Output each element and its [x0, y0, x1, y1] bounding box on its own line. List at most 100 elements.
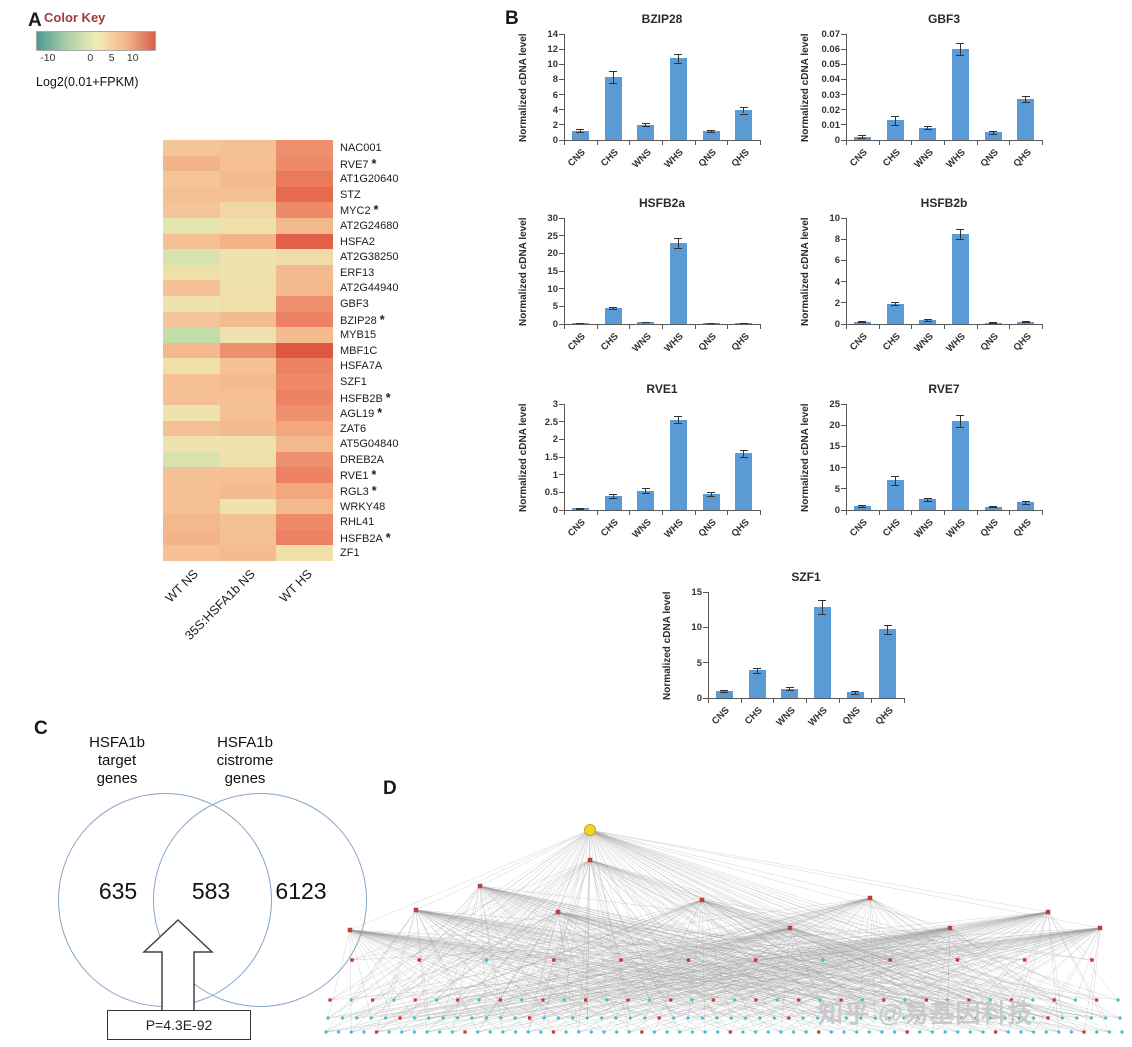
network-edge [949, 927, 991, 1019]
y-tick-mark [703, 697, 708, 699]
y-tick-mark [559, 438, 564, 440]
error-bar-cap [707, 322, 715, 324]
network-edge [356, 897, 871, 1019]
network-edge [349, 929, 522, 1001]
x-tick-mark [629, 140, 631, 145]
gene-name: MYB15 [340, 329, 377, 342]
error-bar-line [723, 689, 725, 693]
heatmap-cell [276, 171, 334, 187]
network-edge [589, 829, 969, 1001]
network-edge [856, 911, 1049, 1033]
network-edge [589, 829, 871, 899]
network-edge [860, 927, 951, 1019]
network-edge [349, 929, 674, 1019]
network-edge [502, 899, 703, 1033]
network-edge [659, 927, 1101, 1019]
error-bar-line [579, 129, 581, 133]
network-node [563, 1029, 569, 1035]
bar [919, 499, 937, 510]
bar-chart-gbf3: GBF3 Normalized cDNA level 0 0.01 0.02 0.03 0.… [798, 12, 1050, 184]
network-edge [376, 927, 1101, 1033]
network-edge [327, 929, 351, 1019]
error-bar-line [959, 228, 961, 240]
network-edge [500, 829, 591, 1019]
error-bar-cap [891, 115, 899, 117]
network-edge [436, 859, 591, 1001]
network-edge [427, 927, 1101, 1033]
plot-area [708, 592, 905, 699]
heatmap-gene-label: MYC2 * [340, 203, 399, 219]
error-bar-cap [858, 321, 867, 323]
y-tick-mark [841, 323, 846, 325]
y-tick-label: 30 [547, 213, 558, 224]
network-edge [327, 859, 591, 1019]
network-node [665, 1029, 670, 1035]
error-bar-cap [1021, 322, 1030, 324]
x-tick-mark [694, 140, 696, 145]
error-bar-line [677, 237, 679, 248]
network-edge [701, 899, 1076, 1001]
network-edge [869, 897, 908, 1033]
network-edge [329, 829, 591, 1001]
error-bar-cap [989, 322, 997, 324]
error-bar-cap [609, 309, 617, 311]
network-edge [789, 927, 933, 1033]
network-edge [557, 911, 586, 1001]
network-edge [780, 927, 1101, 1033]
x-tick-label: WNS [911, 517, 936, 541]
network-edge [325, 911, 559, 1033]
gene-name: HSFA2 [340, 235, 375, 248]
network-edge [415, 909, 933, 1033]
network-node [583, 998, 588, 1002]
network-edge [426, 911, 559, 1033]
bar [604, 77, 622, 140]
color-key-tick: 5 [108, 52, 115, 64]
panel-b-label: B [505, 8, 519, 29]
network-edge [351, 927, 951, 961]
x-tick-label: CNS [710, 705, 733, 727]
network-edge [856, 897, 871, 1033]
network-edge [415, 829, 591, 1001]
network-node [347, 927, 353, 933]
y-tick-label: 2 [552, 434, 558, 446]
error-bar-cap [739, 323, 748, 325]
bar-chart-szf1: SZF1 Normalized cDNA level 0 5 10 15 CNS CHS WNS… [660, 570, 912, 742]
network-node [619, 958, 623, 962]
error-bar-cap [739, 457, 748, 458]
heatmap-gene-label: HSFA7A [340, 359, 399, 375]
network-node [477, 883, 483, 889]
network-node [753, 1029, 758, 1035]
network-edge [415, 909, 1085, 1033]
heatmap-cell [219, 264, 277, 281]
heatmap-cell [163, 311, 220, 328]
network-edge [589, 829, 1119, 1001]
error-bar-line [861, 135, 863, 139]
y-tick-mark [841, 509, 846, 511]
network-node [463, 1030, 467, 1034]
y-tick-mark [559, 33, 564, 35]
error-bar-line [894, 115, 896, 125]
network-edge [803, 911, 1049, 1019]
error-bar-cap [891, 305, 899, 307]
plot-area [846, 218, 1043, 325]
x-tick-mark [760, 324, 761, 329]
error-bar-cap [641, 493, 650, 495]
heatmap-gene-label: AGL19 * [340, 406, 399, 422]
y-tick-label: 0.01 [821, 119, 841, 131]
heatmap-grid [163, 140, 334, 562]
heatmap-cell [276, 342, 334, 359]
y-tick-label: 0.05 [821, 59, 841, 71]
heatmap-cell [219, 280, 277, 296]
heatmap-cell [219, 155, 277, 172]
heatmap-gene-label: HSFB2B * [340, 391, 399, 407]
error-bar-cap [720, 692, 729, 694]
heatmap-cell [219, 202, 277, 218]
error-bar-cap [891, 124, 899, 126]
network-node [488, 1029, 493, 1035]
venn-right-count: 6123 [275, 878, 327, 904]
heatmap-cell [219, 545, 277, 562]
network-edge [578, 927, 1101, 1033]
color-key: Color Key -10 0 5 10 Log2(0.01+FPKM) [36, 10, 206, 89]
network-node [955, 958, 960, 962]
heatmap-gene-label: HSFB2A * [340, 531, 399, 547]
